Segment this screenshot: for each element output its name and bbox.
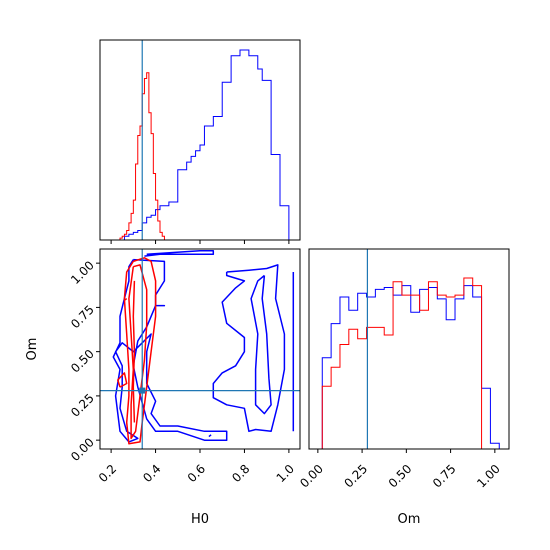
contour-red <box>117 372 128 388</box>
panel-h0-om-contour: 0.2 0.4 0.6 0.8 1.0 0.00 0.25 0.50 0.75 1.00 H0 O… <box>25 248 301 527</box>
contour-y-tick-label: 0.25 <box>68 391 97 420</box>
om-x-tick-label: 0.75 <box>430 462 459 491</box>
contour-y-tick-label: 0.00 <box>68 435 97 464</box>
contour-blue <box>250 274 272 415</box>
om-histogram-blue <box>313 285 500 450</box>
contour-x-axis-label: H0 <box>191 512 209 527</box>
contour-y-tick-label: 1.00 <box>68 258 97 287</box>
contour-blue <box>212 264 286 433</box>
contour-truth-lines <box>100 249 300 449</box>
om-x-tick-label: 0.00 <box>297 462 326 491</box>
contour-blue <box>144 250 215 257</box>
om-histogram-ticks: 0.00 0.25 0.50 0.75 1.00 <box>297 449 503 490</box>
om-x-tick-label: 1.00 <box>474 462 503 491</box>
contour-truth-marker <box>139 387 146 394</box>
h0-histogram-frame <box>99 39 301 241</box>
panel-om-histogram: 0.00 0.25 0.50 0.75 1.00 Om <box>297 248 510 527</box>
om-x-tick-label: 0.25 <box>341 462 370 491</box>
contour-blue <box>208 434 212 438</box>
om-histogram-frame <box>308 248 510 450</box>
contour-x-tick-label: 1.0 <box>274 462 297 485</box>
om-histogram-series <box>313 277 500 450</box>
contour-y-tick-label: 0.50 <box>68 347 97 376</box>
contour-x-tick-label: 0.4 <box>140 462 163 485</box>
contour-red <box>123 297 128 301</box>
h0-histogram-ticks <box>110 240 290 244</box>
contour-y-axis-label: Om <box>25 338 40 361</box>
contour-y-tick-label: 0.75 <box>68 302 97 331</box>
contour-red <box>123 257 157 445</box>
contour-red <box>132 280 136 423</box>
h0-histogram-blue <box>123 49 290 240</box>
contour-x-tick-label: 0.6 <box>185 462 208 485</box>
panel-h0-histogram <box>99 39 301 244</box>
om-histogram-red <box>321 277 491 450</box>
contour-x-tick-label: 0.2 <box>96 462 119 485</box>
contour-x-tick-label: 0.8 <box>229 462 252 485</box>
contour-series <box>112 250 295 445</box>
contour-red <box>128 264 148 440</box>
contour-blue <box>112 258 228 443</box>
h0-histogram-series <box>119 49 290 240</box>
om-x-tick-label: 0.50 <box>386 462 415 491</box>
om-x-axis-label: Om <box>398 512 421 527</box>
